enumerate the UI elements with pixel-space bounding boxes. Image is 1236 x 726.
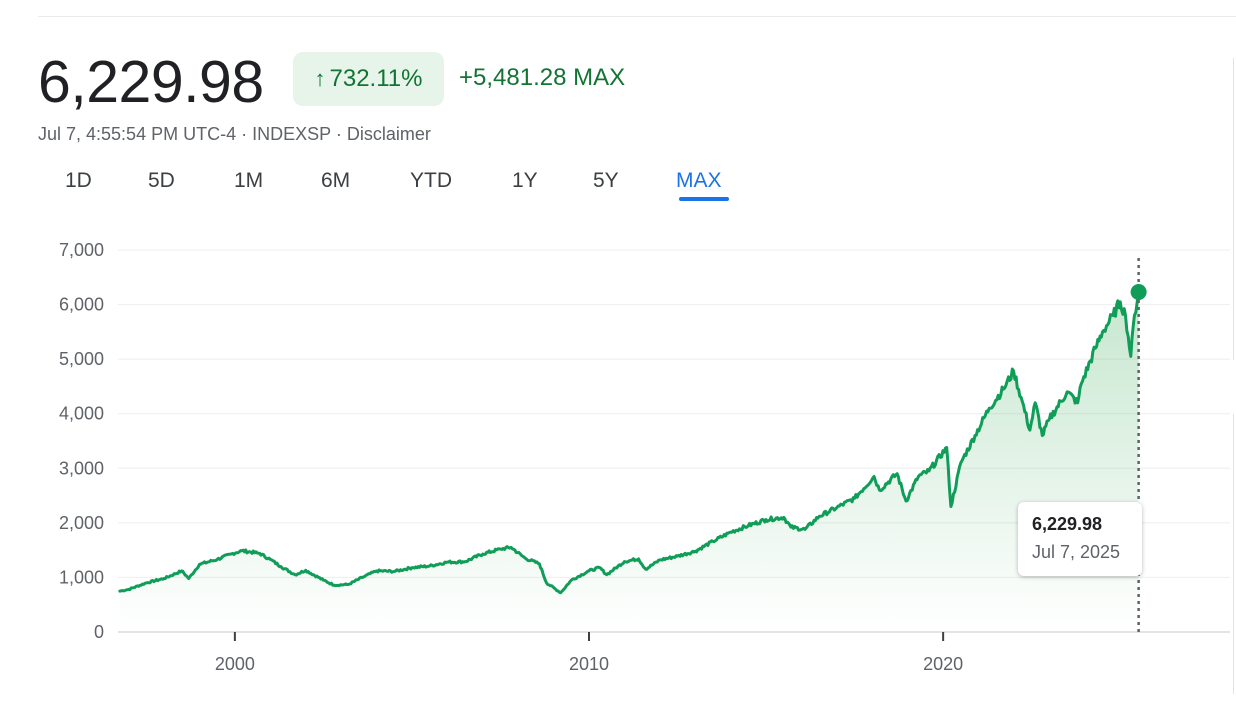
- percent-change-badge: ↑ 732.11%: [293, 52, 444, 106]
- tab-max[interactable]: MAX: [676, 169, 722, 192]
- percent-change-value: 732.11%: [329, 65, 423, 92]
- disclaimer-link[interactable]: Disclaimer: [346, 124, 431, 144]
- tooltip-date: Jul 7, 2025: [1032, 542, 1121, 562]
- y-axis-ticks: 0 1,000 2,000 3,000 4,000 5,000 6,000 7,000: [59, 240, 104, 642]
- tab-1y[interactable]: 1Y: [512, 169, 538, 192]
- x-tick-label: 2000: [215, 654, 255, 674]
- tab-6m[interactable]: 6M: [321, 169, 351, 192]
- tab-1m[interactable]: 1M: [234, 169, 264, 192]
- tab-1d[interactable]: 1D: [65, 169, 92, 192]
- y-tick-label: 2,000: [59, 513, 104, 533]
- y-tick-label: 1,000: [59, 567, 104, 587]
- right-edge-divider: [1233, 58, 1234, 360]
- x-tick-label: 2010: [569, 654, 609, 674]
- price-area-fill: [119, 292, 1139, 632]
- y-tick-label: 6,000: [59, 295, 104, 315]
- y-tick-label: 5,000: [59, 349, 104, 369]
- range-label: MAX: [573, 64, 626, 91]
- y-tick-label: 0: [94, 622, 104, 642]
- quote-meta: Jul 7, 4:55:54 PM UTC-4 · INDEXSP · Disc…: [38, 122, 431, 146]
- y-tick-label: 3,000: [59, 458, 104, 478]
- exchange-label: INDEXSP: [252, 124, 331, 144]
- right-edge-divider: [1233, 414, 1234, 694]
- arrow-up-icon: ↑: [314, 66, 326, 91]
- x-tick-label: 2020: [923, 654, 963, 674]
- meta-separator: ·: [335, 124, 342, 144]
- absolute-change: +5,481.28 MAX: [459, 60, 625, 96]
- absolute-change-value: +5,481.28: [459, 64, 567, 91]
- timestamp: Jul 7, 4:55:54 PM UTC-4: [38, 124, 237, 144]
- tab-5d[interactable]: 5D: [148, 169, 175, 192]
- price-chart[interactable]: 0 1,000 2,000 3,000 4,000 5,000 6,000 7,000 200…: [0, 220, 1236, 680]
- x-axis-ticks: 2000 2010 2020: [215, 632, 963, 674]
- y-tick-label: 4,000: [59, 404, 104, 424]
- price-line: [118, 290, 1141, 595]
- active-tab-indicator: [679, 197, 729, 201]
- meta-separator: ·: [241, 124, 248, 144]
- latest-point-marker: [1130, 284, 1147, 301]
- tab-ytd[interactable]: YTD: [410, 169, 452, 192]
- tab-5y[interactable]: 5Y: [593, 169, 619, 192]
- top-divider: [38, 16, 1236, 17]
- current-price: 6,229.98: [38, 49, 264, 115]
- tooltip-value: 6,229.98: [1032, 514, 1103, 534]
- hover-tooltip: 6,229.98 Jul 7, 2025: [1018, 502, 1142, 576]
- y-tick-label: 7,000: [59, 240, 104, 260]
